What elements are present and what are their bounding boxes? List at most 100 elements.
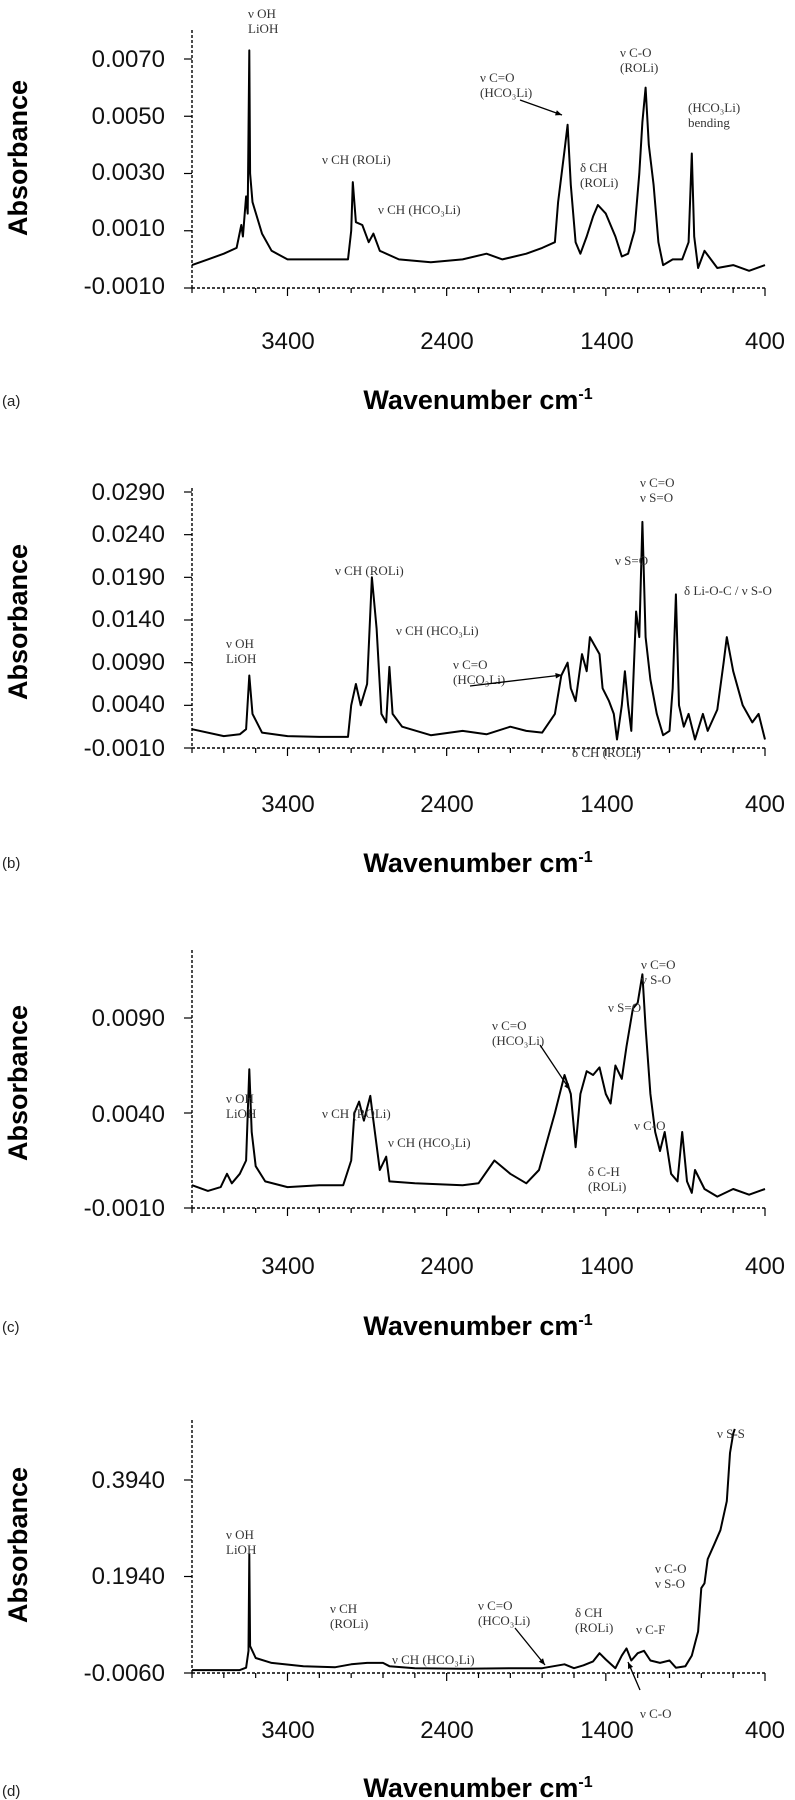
panel-d: Absorbance 0.3940 0.1940 -0.0060 3400 24…	[2, 1467, 785, 1800]
peak-annotation: ν OH LiOH	[248, 6, 278, 36]
peak-annotation: ν CH (ROLi)	[335, 563, 404, 578]
y-axis-title: Absorbance	[3, 544, 33, 700]
peak-annotation: ν C-F	[636, 1622, 665, 1637]
y-tick-label: 0.0290	[92, 479, 165, 506]
y-tick-label: 0.0090	[92, 649, 165, 676]
x-tick-label: 3400	[261, 328, 314, 355]
peak-annotation: ν OH LiOH	[226, 1527, 256, 1557]
peak-annotation: δ CH (ROLi)	[580, 160, 618, 190]
y-axis-title: Absorbance	[3, 80, 33, 236]
y-axis-title: Absorbance	[3, 1005, 33, 1161]
plot-a	[184, 30, 766, 296]
peak-annotation: ν C=O (HCO₃Li)	[453, 657, 505, 687]
x-tick-label: 2400	[420, 1253, 473, 1280]
peak-annotation: ν C=O ν S-O	[641, 957, 676, 987]
annotation-arrow	[469, 674, 563, 687]
x-tick-label: 2400	[420, 1717, 473, 1744]
y-tick-label: 0.0050	[92, 103, 165, 130]
x-tick-label: 1400	[580, 1717, 633, 1744]
x-tick-label: 1400	[580, 1253, 633, 1280]
arrow-head-icon	[564, 1083, 570, 1090]
peak-annotation: ν C=O ν S=O	[640, 475, 675, 505]
peak-annotation: ν CH (HCO₃Li)	[396, 623, 479, 638]
peak-annotation: ν S=O	[615, 553, 648, 568]
spectrum-line	[191, 49, 766, 272]
peak-annotation: (HCO₃Li) bending	[688, 100, 740, 130]
y-tick-label: -0.0010	[84, 273, 165, 300]
plot-d	[184, 1420, 766, 1681]
peak-annotation: ν C-O (ROLi)	[620, 45, 658, 75]
x-tick-label: 1400	[580, 328, 633, 355]
x-axis-title: Wavenumber cm-1	[363, 1311, 592, 1341]
peak-annotation: ν C=O (HCO₃Li)	[492, 1018, 544, 1048]
y-tick-label: 0.0030	[92, 159, 165, 186]
peak-annotation: ν S=O	[608, 1000, 641, 1015]
annotation-arrow	[519, 99, 563, 116]
arrow-head-icon	[555, 110, 562, 116]
y-tick-label: 0.0240	[92, 521, 165, 548]
peak-annotation: ν C-O	[634, 1118, 666, 1133]
peak-annotation: δ C-H (ROLi)	[588, 1164, 626, 1194]
spectrum-line	[191, 973, 766, 1198]
arrow-head-icon	[555, 673, 562, 679]
peak-annotation: ν CH (ROLi)	[322, 1106, 391, 1121]
peak-annotation: ν OH LiOH	[226, 636, 256, 666]
x-tick-label: 1400	[580, 791, 633, 818]
peak-annotation: ν S-S	[717, 1426, 745, 1441]
x-tick-label: 400	[745, 1717, 785, 1744]
x-tick-label: 2400	[420, 328, 473, 355]
peak-annotation: ν CH (ROLi)	[330, 1601, 368, 1631]
peak-annotation: δ CH (ROLi)	[572, 745, 641, 760]
x-tick-label: 3400	[261, 791, 314, 818]
arrow-head-icon	[538, 1658, 545, 1665]
panel-c: Absorbance 0.0090 0.0040 -0.0010 3400 24…	[2, 1005, 785, 1341]
x-tick-label: 400	[745, 1253, 785, 1280]
peak-annotation: ν C-O ν S-O	[655, 1561, 687, 1591]
panel-label: (d)	[2, 1783, 20, 1800]
x-axis-title: Wavenumber cm-1	[363, 848, 592, 878]
peak-annotation: ν C-O	[640, 1706, 672, 1721]
x-axis-title: Wavenumber cm-1	[363, 385, 592, 415]
y-tick-label: 0.0070	[92, 46, 165, 73]
spectrum-line	[191, 520, 766, 741]
annotation-arrow	[539, 1044, 571, 1091]
panel-a: Absorbance 0.0070 0.0050 0.0030 0.0010 -…	[2, 46, 785, 415]
y-tick-label: 0.0140	[92, 606, 165, 633]
peak-annotation: ν CH (ROLi)	[322, 152, 391, 167]
y-tick-label: 0.0040	[92, 1101, 165, 1128]
x-axis-title: Wavenumber cm-1	[363, 1773, 592, 1800]
peak-annotation: ν CH (HCO₃Li)	[378, 202, 461, 217]
arrow-head-icon	[628, 1662, 634, 1669]
peak-annotation: ν OH LiOH	[226, 1091, 256, 1121]
peak-annotation: δ CH (ROLi)	[575, 1605, 613, 1635]
y-tick-label: -0.0010	[84, 735, 165, 762]
y-tick-label: 0.1940	[92, 1563, 165, 1590]
panel-label: (a)	[2, 393, 20, 410]
x-tick-label: 400	[745, 791, 785, 818]
y-tick-label: 0.0040	[92, 691, 165, 718]
annotation-arrow	[514, 1627, 546, 1666]
spectrum-line	[192, 1428, 736, 1672]
x-tick-label: 3400	[261, 1717, 314, 1744]
panel-label: (c)	[2, 1319, 20, 1336]
x-tick-label: 400	[745, 328, 785, 355]
peak-annotation: ν CH (HCO₃Li)	[392, 1652, 475, 1667]
plot-layer: ν OH LiOH ν CH (ROLi) ν CH (HCO₃Li) ν C=O (HC…	[184, 6, 772, 1721]
y-tick-label: 0.0190	[92, 564, 165, 591]
peak-annotation: ν CH (HCO₃Li)	[388, 1135, 471, 1150]
y-tick-label: -0.0010	[84, 1195, 165, 1222]
y-axis-title: Absorbance	[3, 1467, 33, 1623]
panel-label: (b)	[2, 855, 20, 872]
y-tick-label: 0.0090	[92, 1005, 165, 1032]
peak-annotation: ν C=O (HCO₃Li)	[478, 1598, 530, 1628]
peak-annotation: δ Li-O-C / ν S-O	[684, 583, 772, 598]
plot-b	[184, 488, 766, 756]
plot-c	[184, 950, 766, 1216]
x-tick-label: 2400	[420, 791, 473, 818]
y-tick-label: 0.0010	[92, 215, 165, 242]
y-tick-label: -0.0060	[84, 1660, 165, 1687]
y-tick-label: 0.3940	[92, 1467, 165, 1494]
x-tick-label: 3400	[261, 1253, 314, 1280]
panel-b: Absorbance 0.0290 0.0240 0.0190 0.0140 0…	[2, 479, 785, 878]
